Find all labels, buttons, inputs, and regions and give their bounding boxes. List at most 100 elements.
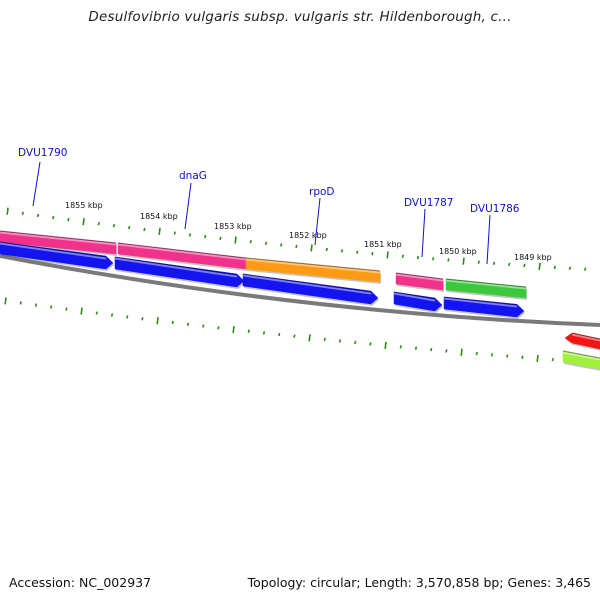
gene-label-dvu1787[interactable]: DVU1787 [404,197,454,209]
position-label-1849: 1849 kbp [514,253,552,262]
outer-ring-tick [34,303,38,307]
outer-ring-tick [126,315,129,319]
leader-line-dvu1790 [32,161,41,207]
inner-ring-tick [401,254,404,258]
gene-label-dvu1790[interactable]: DVU1790 [18,147,68,159]
inner-ring-tick [6,207,9,215]
outer-ring-tick [141,317,144,321]
inner-ring-tick [325,247,328,252]
inner-ring-tick [173,231,176,235]
inner-ring-tick [219,236,222,241]
inner-ring-tick [82,218,85,226]
inner-ring-tick [295,244,298,249]
leader-line-dvu1787 [421,208,426,258]
inner-ring-tick [416,255,420,260]
outer-ring-tick [95,311,98,315]
outer-ring-tick [369,342,372,346]
outer-ring-tick [217,326,220,330]
feature-blue-3-arrow[interactable] [242,273,379,306]
outer-ring-tick [110,313,114,317]
outer-ring-tick [65,307,68,311]
inner-ring-tick [310,244,313,252]
position-label-1855: 1855 kbp [65,201,103,210]
outer-ring-tick [156,317,159,325]
inner-ring-tick [204,234,207,239]
genome-backbone [0,254,600,327]
feature-blue-4-arrow[interactable] [393,291,443,313]
inner-ring-tick [234,236,237,244]
leader-line-rpod [314,197,321,246]
inner-ring-tick [568,266,572,271]
outer-ring-tick [4,297,7,305]
position-label-1852: 1852 kbp [289,231,327,240]
feature-orange-arrow[interactable] [245,257,381,284]
gene-label-rpod[interactable]: rpoD [309,186,335,198]
feature-red-arrow[interactable] [564,332,600,351]
outer-ring-tick [399,345,402,349]
inner-ring-tick [432,257,435,261]
outer-ring-tick [323,337,326,342]
leader-line-dnag [184,182,192,230]
inner-ring-tick [340,249,344,253]
inner-ring-tick [188,233,192,237]
feature-pink-2-arrow[interactable] [117,242,247,271]
inner-ring-tick [492,261,496,266]
outer-ring-tick [247,329,250,333]
feature-pink-3-arrow[interactable] [395,272,444,292]
inner-ring-tick [97,221,100,226]
outer-ring-tick [338,339,342,343]
outer-ring-tick [490,353,494,357]
outer-ring-tick [551,357,554,362]
feature-track [0,230,600,371]
outer-ring-tick [50,305,53,309]
outer-ring-tick [384,341,387,349]
gene-label-dnag[interactable]: dnaG [179,170,207,182]
inner-ring-tick [280,243,283,247]
outer-ring-tick [445,349,448,353]
outer-ring-tick [430,347,433,352]
outer-ring-tick [171,320,174,325]
inner-ring-tick [264,241,268,246]
outer-ring-tick [354,340,357,345]
inner-ring-tick [553,265,556,270]
outer-ring-tick [460,348,463,356]
outer-ring-tick [506,354,509,358]
feature-blue-5-arrow[interactable] [443,296,525,319]
inner-ring-tick [36,213,40,218]
inner-ring-tick [158,227,161,235]
outer-ring-tick [521,355,524,359]
feature-blue-2-arrow[interactable] [114,256,245,289]
gene-label-dvu1786[interactable]: DVU1786 [470,203,520,215]
inner-ring-tick [477,260,480,264]
inner-ring-tick [112,223,116,228]
outer-ring-tick [186,322,190,327]
outer-ring-tick [262,331,266,335]
inner-ring-tick [249,239,252,244]
feature-lime-arrow[interactable] [562,350,600,371]
inner-tick-ring [6,207,587,271]
inner-ring-tick [356,250,359,254]
gene-leader-lines [32,161,491,265]
inner-ring-tick [128,225,131,230]
feature-green-arrow[interactable] [445,278,527,300]
outer-ring-tick [232,325,235,334]
inner-ring-tick [508,262,511,267]
outer-ring-tick [19,301,22,305]
inner-ring-tick [143,227,146,232]
outer-tick-ring [4,297,585,364]
inner-ring-tick [67,217,70,222]
inner-ring-tick [584,267,587,271]
genome-summary-text: Topology: circular; Length: 3,570,858 bp… [247,575,591,590]
outer-ring-tick [293,334,296,338]
leader-line-dvu1786 [486,214,491,265]
inner-ring-tick [21,211,24,216]
inner-ring-tick [52,215,55,220]
feature-blue-1-arrow[interactable] [0,241,114,271]
position-label-1854: 1854 kbp [140,212,178,221]
inner-ring-tick [523,263,526,268]
feature-pink-1-arrow[interactable] [0,230,117,256]
outer-ring-tick [202,324,205,328]
position-label-1850: 1850 kbp [439,247,477,256]
outer-ring-tick [536,354,539,363]
